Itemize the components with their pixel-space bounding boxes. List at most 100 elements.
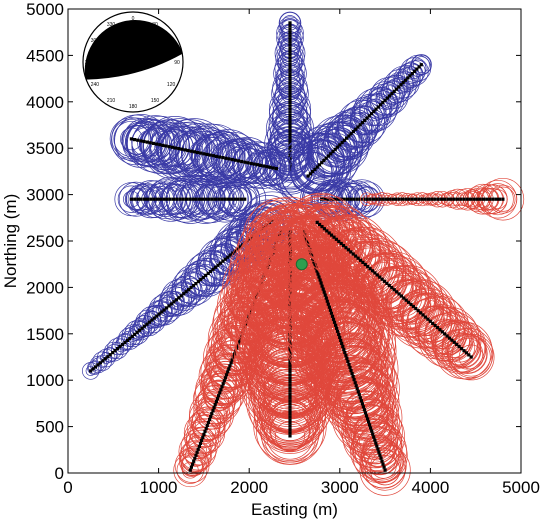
station-marker (318, 278, 322, 282)
station-marker (399, 83, 403, 87)
station-marker (360, 402, 364, 406)
station-marker (182, 292, 186, 296)
station-marker (244, 322, 248, 326)
station-marker (407, 197, 411, 201)
station-marker (288, 421, 292, 425)
x-tick-label: 4000 (411, 478, 449, 497)
station-marker (198, 441, 203, 445)
station-marker (288, 415, 292, 419)
station-marker (426, 197, 431, 201)
station-marker (324, 296, 328, 300)
station-marker (372, 109, 376, 114)
station-marker (464, 351, 468, 355)
station-marker (172, 300, 176, 304)
station-marker (191, 462, 195, 466)
station-marker (394, 87, 398, 91)
station-marker (116, 347, 120, 351)
station-marker (355, 387, 359, 391)
station-marker (210, 412, 214, 416)
station-marker (376, 105, 380, 109)
ring (366, 448, 401, 483)
station-marker (288, 107, 292, 111)
station-marker (288, 46, 292, 50)
ring (174, 271, 207, 304)
station-marker (329, 311, 333, 315)
station-marker (155, 142, 159, 146)
azimuth-label: 60 (168, 38, 174, 44)
station-marker (220, 197, 224, 201)
station-marker (379, 456, 383, 460)
station-marker (313, 263, 317, 267)
station-marker (320, 161, 324, 165)
ring (393, 65, 421, 93)
station-marker (319, 281, 323, 285)
ring (202, 137, 244, 179)
station-marker (178, 197, 182, 201)
station-marker (221, 382, 225, 386)
station-marker (380, 459, 384, 463)
ring (370, 452, 397, 479)
ring (85, 365, 96, 376)
station-marker (288, 94, 292, 98)
station-marker (410, 72, 414, 76)
station-marker (459, 347, 464, 351)
station-marker (411, 304, 415, 309)
station-marker (328, 308, 332, 312)
station-marker (356, 125, 360, 129)
station-marker (329, 197, 333, 201)
station-marker (359, 399, 363, 403)
axes: 0 1000 2000 3000 4000 50000500100015002000250… (26, 0, 540, 497)
station-marker (329, 152, 333, 156)
station-marker (288, 129, 292, 133)
station-marker (365, 116, 369, 120)
station-marker (288, 319, 292, 323)
station-marker (234, 349, 238, 353)
station-marker (288, 40, 292, 44)
ring (180, 263, 217, 300)
station-marker (228, 364, 232, 368)
ring (354, 251, 408, 305)
station-marker (139, 197, 143, 201)
station-marker (323, 197, 327, 201)
station-marker (445, 334, 449, 338)
ring (237, 145, 277, 185)
station-marker (334, 237, 338, 241)
station-marker (215, 397, 220, 401)
station-marker (423, 315, 427, 319)
station-marker (195, 450, 199, 454)
station-marker (209, 269, 213, 273)
y-axis-title: Northing (m) (1, 194, 20, 288)
station-marker (233, 197, 237, 201)
station-marker (288, 418, 292, 422)
station-marker (238, 245, 242, 249)
station-marker (226, 255, 230, 259)
ring (327, 118, 367, 158)
station-marker (356, 256, 360, 260)
station-marker (288, 85, 292, 89)
station-marker (106, 355, 110, 359)
station-marker (170, 145, 174, 149)
station-marker (390, 92, 394, 96)
station-marker (202, 152, 206, 156)
station-marker (469, 355, 473, 359)
y-tick-label: 1000 (26, 371, 64, 390)
station-marker (288, 75, 292, 79)
station-marker (367, 420, 371, 424)
profile-stations (306, 63, 423, 178)
ring (125, 121, 167, 163)
station-marker (288, 396, 292, 400)
station-marker (338, 143, 342, 147)
ring (407, 64, 422, 79)
station-marker (181, 197, 185, 201)
station-marker (205, 423, 209, 428)
station-marker (315, 220, 319, 224)
station-marker (352, 378, 356, 382)
profile-ne (275, 54, 432, 209)
ring (252, 148, 291, 187)
y-tick-label: 1500 (26, 325, 64, 344)
station-marker (342, 197, 346, 201)
station-marker (217, 394, 221, 398)
station-marker (188, 197, 192, 201)
station-marker (158, 143, 162, 147)
